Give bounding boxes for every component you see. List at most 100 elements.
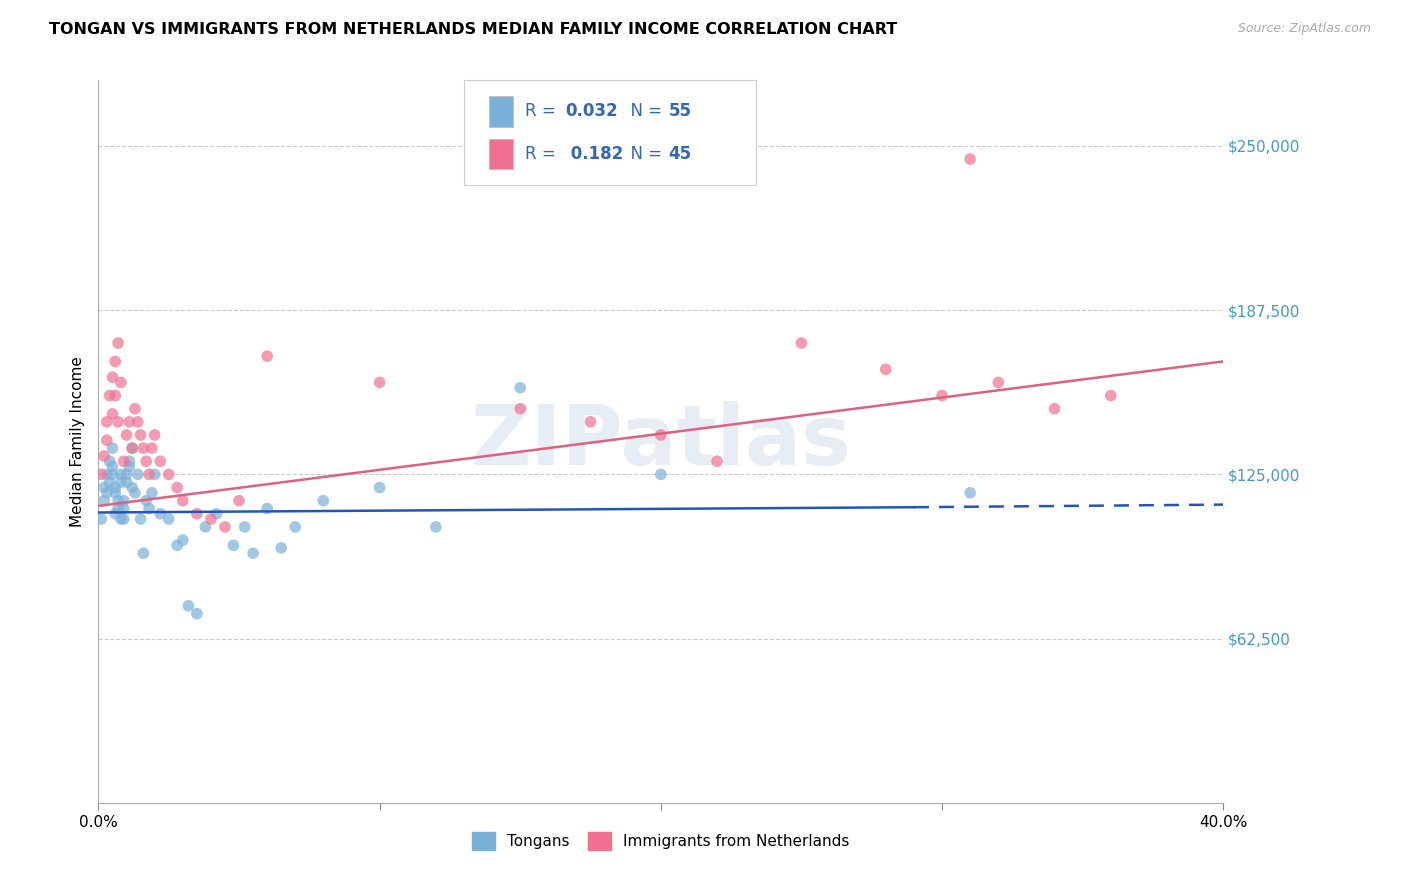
Text: N =: N = xyxy=(620,145,668,163)
Point xyxy=(790,336,813,351)
Point xyxy=(141,485,163,500)
Point xyxy=(200,512,222,526)
Point xyxy=(98,475,121,490)
Point xyxy=(101,441,124,455)
Point xyxy=(121,441,143,455)
Text: Source: ZipAtlas.com: Source: ZipAtlas.com xyxy=(1237,22,1371,36)
Point xyxy=(96,467,118,482)
Point xyxy=(98,388,121,402)
Text: 45: 45 xyxy=(669,145,692,163)
Point xyxy=(104,485,127,500)
Point xyxy=(121,481,143,495)
Point xyxy=(312,493,335,508)
Point xyxy=(650,428,672,442)
Point xyxy=(650,467,672,482)
Point xyxy=(132,546,155,560)
Point xyxy=(107,415,129,429)
Point xyxy=(205,507,228,521)
Point xyxy=(107,493,129,508)
Point xyxy=(129,428,152,442)
Text: R =: R = xyxy=(524,103,561,120)
Point xyxy=(118,415,141,429)
Point xyxy=(509,401,531,416)
Point xyxy=(110,376,132,390)
Point xyxy=(157,512,180,526)
Point xyxy=(115,475,138,490)
Point xyxy=(93,493,115,508)
Point xyxy=(132,441,155,455)
Y-axis label: Median Family Income: Median Family Income xyxy=(69,356,84,527)
Point xyxy=(1043,401,1066,416)
Point xyxy=(143,428,166,442)
Point xyxy=(112,512,135,526)
Point xyxy=(166,538,188,552)
Point xyxy=(115,428,138,442)
Point xyxy=(143,467,166,482)
Point xyxy=(214,520,236,534)
Point xyxy=(115,467,138,482)
Text: 0.182: 0.182 xyxy=(565,145,623,163)
Point xyxy=(256,349,278,363)
Text: R =: R = xyxy=(524,145,561,163)
Point xyxy=(96,415,118,429)
Point xyxy=(107,501,129,516)
Point xyxy=(104,388,127,402)
Point xyxy=(270,541,292,555)
Point xyxy=(110,475,132,490)
Point xyxy=(959,152,981,166)
Point xyxy=(987,376,1010,390)
Point xyxy=(127,415,149,429)
Point xyxy=(112,501,135,516)
FancyBboxPatch shape xyxy=(489,139,513,169)
Point xyxy=(101,407,124,421)
Point xyxy=(127,467,149,482)
Point xyxy=(98,454,121,468)
FancyBboxPatch shape xyxy=(489,96,513,127)
Point xyxy=(284,520,307,534)
Point xyxy=(149,507,172,521)
Point xyxy=(96,485,118,500)
Point xyxy=(101,370,124,384)
Point xyxy=(425,520,447,534)
Point xyxy=(166,481,188,495)
Point xyxy=(149,454,172,468)
Point xyxy=(172,493,194,508)
Point xyxy=(959,485,981,500)
Point xyxy=(129,512,152,526)
Point xyxy=(101,459,124,474)
Point xyxy=(228,493,250,508)
Point xyxy=(124,401,146,416)
Point xyxy=(93,481,115,495)
FancyBboxPatch shape xyxy=(464,80,756,185)
Point xyxy=(93,449,115,463)
Point xyxy=(112,493,135,508)
Point xyxy=(141,441,163,455)
Point xyxy=(107,336,129,351)
Point xyxy=(875,362,897,376)
Point xyxy=(138,501,160,516)
Point xyxy=(118,454,141,468)
Text: TONGAN VS IMMIGRANTS FROM NETHERLANDS MEDIAN FAMILY INCOME CORRELATION CHART: TONGAN VS IMMIGRANTS FROM NETHERLANDS ME… xyxy=(49,22,897,37)
Point xyxy=(177,599,200,613)
Point xyxy=(233,520,256,534)
Point xyxy=(368,481,391,495)
Point xyxy=(112,454,135,468)
Point xyxy=(138,467,160,482)
Text: ZIPatlas: ZIPatlas xyxy=(471,401,851,482)
Point xyxy=(118,459,141,474)
Point xyxy=(194,520,217,534)
Point xyxy=(110,467,132,482)
Point xyxy=(90,512,112,526)
Point xyxy=(186,507,208,521)
Point xyxy=(509,381,531,395)
Point xyxy=(172,533,194,547)
Text: 55: 55 xyxy=(669,103,692,120)
Point xyxy=(931,388,953,402)
Legend: Tongans, Immigrants from Netherlands: Tongans, Immigrants from Netherlands xyxy=(465,826,856,856)
Point xyxy=(104,507,127,521)
Point xyxy=(90,467,112,482)
Point xyxy=(101,467,124,482)
Text: N =: N = xyxy=(620,103,668,120)
Point xyxy=(186,607,208,621)
Point xyxy=(124,485,146,500)
